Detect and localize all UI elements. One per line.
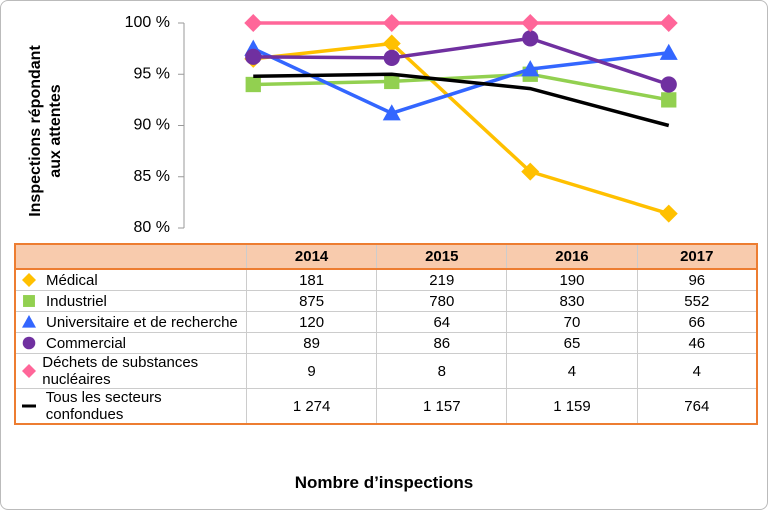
- count-cell: 4: [636, 353, 758, 389]
- legend-cell: Déchets de substances nucléaires: [14, 353, 247, 389]
- y-tick-label: 95 %: [134, 65, 170, 82]
- column-header: 2016: [506, 243, 638, 270]
- legend-marker: [22, 364, 36, 378]
- count-cell: 89: [245, 332, 378, 354]
- count-cell: 70: [506, 311, 638, 333]
- legend-label: Médical: [46, 271, 98, 289]
- legend-cell: Tous les secteurs confondues: [14, 388, 247, 425]
- legend-entry: Déchets de substances nucléaires: [16, 354, 242, 388]
- count-cell: 552: [636, 290, 758, 312]
- count-cell: 764: [636, 388, 758, 425]
- marker: [23, 295, 35, 307]
- column-header: 2014: [245, 243, 378, 270]
- table-row: Universitaire et de recherche 120 64 70 66: [14, 311, 758, 333]
- count-cell: 120: [245, 311, 378, 333]
- count-cell: 830: [506, 290, 638, 312]
- count-cell: 4: [506, 353, 638, 389]
- marker: [521, 60, 540, 77]
- legend-entry: Industriel: [16, 291, 242, 311]
- marker: [22, 364, 36, 378]
- marker: [522, 30, 539, 47]
- count-cell: 65: [506, 332, 638, 354]
- y-axis-label: Inspections répondant aux attentes: [27, 45, 64, 217]
- legend-label: Commercial: [46, 334, 127, 352]
- marker: [659, 14, 678, 32]
- header-row: 2014 2015 2016 2017: [14, 243, 758, 270]
- count-cell: 8: [376, 353, 508, 389]
- marker: [659, 204, 678, 223]
- legend-label: Industriel: [46, 292, 107, 310]
- legend-cell: Médical: [14, 268, 247, 291]
- count-cell: 190: [506, 268, 638, 291]
- count-cell: 181: [245, 268, 378, 291]
- count-cell: 46: [636, 332, 758, 354]
- column-header: 2017: [636, 243, 758, 270]
- count-cell: 86: [376, 332, 508, 354]
- legend-marker: [22, 336, 36, 350]
- count-cell: 1 274: [245, 388, 378, 425]
- legend-entry: Médical: [16, 270, 242, 290]
- legend-label: Tous les secteurs confondues: [45, 389, 162, 423]
- legend-marker: [22, 404, 36, 408]
- legend-label: Universitaire et de recherche: [46, 313, 238, 331]
- legend-entry: Commercial: [16, 333, 242, 353]
- count-cell: 780: [376, 290, 508, 312]
- count-cell: 64: [376, 311, 508, 333]
- legend-marker: [23, 295, 35, 307]
- marker: [245, 48, 262, 65]
- marker: [660, 76, 677, 93]
- y-tick-label: 90 %: [134, 117, 170, 134]
- legend-label: Déchets de substances nucléaires: [42, 354, 199, 388]
- plot: 80 % 85 % 90 % 95 % 100 %: [125, 14, 678, 236]
- legend-entry: Universitaire et de recherche: [16, 312, 242, 332]
- count-cell: 1 157: [376, 388, 508, 425]
- column-header: 2015: [376, 243, 508, 270]
- legend-marker: [22, 315, 36, 328]
- count-cell: 875: [245, 290, 378, 312]
- y-tick-label: 85 %: [134, 168, 170, 185]
- count-cell: 66: [636, 311, 758, 333]
- marker: [382, 14, 401, 32]
- marker: [383, 49, 400, 66]
- legend-cell: Universitaire et de recherche: [14, 311, 247, 333]
- corner: [14, 243, 247, 270]
- marker: [22, 404, 36, 408]
- legend-marker: [22, 273, 36, 287]
- marker: [384, 73, 400, 90]
- marker: [382, 104, 401, 121]
- marker: [661, 92, 677, 108]
- marker: [521, 162, 540, 181]
- marker: [382, 34, 401, 53]
- marker: [22, 315, 36, 328]
- count-cell: 219: [376, 268, 508, 291]
- marker: [22, 336, 36, 350]
- legend-cell: Industriel: [14, 290, 247, 312]
- count-cell: 96: [636, 268, 758, 291]
- table-row: Commercial 89 86 65 46: [14, 332, 758, 354]
- series-line: [253, 41, 670, 216]
- x-axis-label: Nombre d’inspections: [294, 473, 474, 492]
- table-row: Médical 181 219 190 96: [14, 268, 758, 291]
- y-tick-label: 80 %: [134, 219, 170, 236]
- legend-entry: Tous les secteurs confondues: [16, 389, 242, 423]
- legend-cell: Commercial: [14, 332, 247, 354]
- data-table: 2014 2015 2016 2017 Médical 181 219 190 96 Indust…: [14, 243, 758, 425]
- marker: [22, 273, 36, 287]
- marker: [521, 14, 540, 32]
- marker: [245, 76, 261, 93]
- table-row: Déchets de substances nucléaires 9 8 4 4: [14, 353, 758, 389]
- series-line: [253, 36, 670, 87]
- y-tick-label: 100 %: [125, 14, 170, 31]
- count-cell: 9: [245, 353, 378, 389]
- series-line: [253, 72, 670, 128]
- series-line: [253, 72, 670, 102]
- table-row: Tous les secteurs confondues 1 274 1 157 1 …: [14, 388, 758, 425]
- marker: [244, 14, 263, 32]
- marker: [659, 43, 678, 60]
- table-row: Industriel 875 780 830 552: [14, 290, 758, 312]
- count-cell: 1 159: [506, 388, 638, 425]
